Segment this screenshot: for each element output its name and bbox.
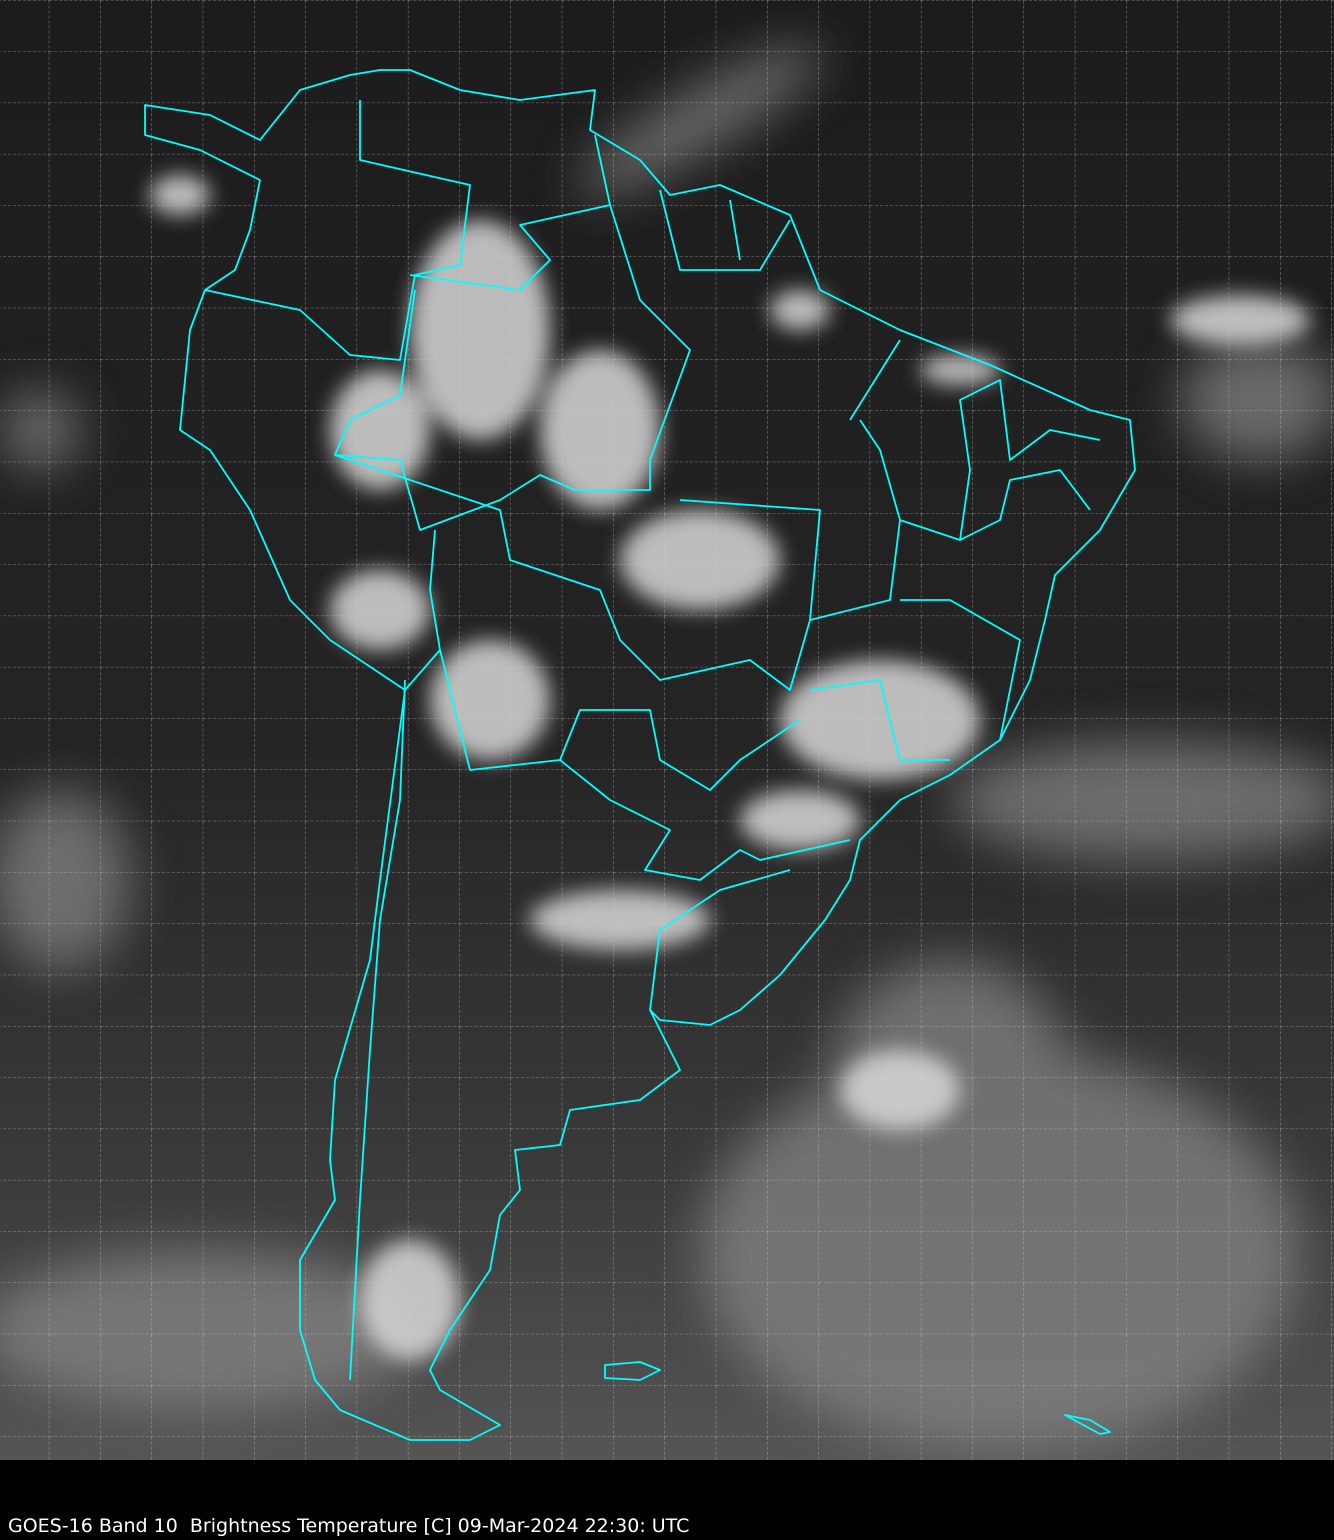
continent-outline [144, 69, 1136, 1441]
lat-lon-grid [0, 0, 1334, 1460]
satellite-image [0, 0, 1334, 1460]
coastlines-and-borders [144, 69, 1136, 1441]
south-georgia [1064, 1414, 1111, 1435]
falkland-islands [604, 1361, 661, 1381]
country-borders [204, 100, 1101, 1011]
image-caption: GOES-16 Band 10 Brightness Temperature [… [8, 1515, 690, 1537]
andes-border [349, 679, 406, 1381]
